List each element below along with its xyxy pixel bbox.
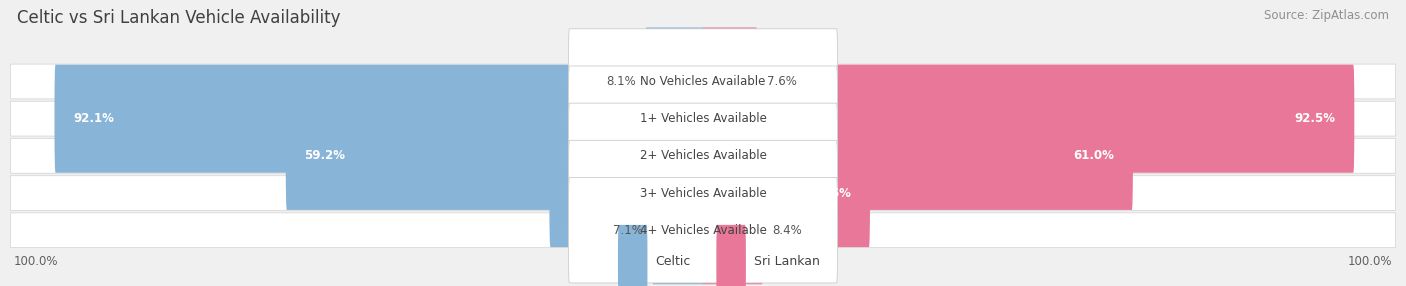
FancyBboxPatch shape xyxy=(702,27,758,136)
Text: 92.1%: 92.1% xyxy=(73,112,114,125)
Text: Sri Lankan: Sri Lankan xyxy=(754,255,820,268)
FancyBboxPatch shape xyxy=(619,225,648,286)
Text: 8.1%: 8.1% xyxy=(606,75,636,88)
FancyBboxPatch shape xyxy=(702,65,1354,173)
Text: 23.6%: 23.6% xyxy=(810,186,852,200)
Text: 4+ Vehicles Available: 4+ Vehicles Available xyxy=(640,224,766,237)
Text: 92.5%: 92.5% xyxy=(1295,112,1336,125)
Text: 59.2%: 59.2% xyxy=(304,149,346,162)
FancyBboxPatch shape xyxy=(702,176,763,284)
Text: Celtic vs Sri Lankan Vehicle Availability: Celtic vs Sri Lankan Vehicle Availabilit… xyxy=(17,9,340,27)
FancyBboxPatch shape xyxy=(550,139,704,247)
FancyBboxPatch shape xyxy=(568,140,838,246)
FancyBboxPatch shape xyxy=(568,178,838,283)
Text: 100.0%: 100.0% xyxy=(1347,255,1392,268)
Text: 3+ Vehicles Available: 3+ Vehicles Available xyxy=(640,186,766,200)
Text: Source: ZipAtlas.com: Source: ZipAtlas.com xyxy=(1264,9,1389,21)
FancyBboxPatch shape xyxy=(10,64,1396,99)
FancyBboxPatch shape xyxy=(10,138,1396,173)
FancyBboxPatch shape xyxy=(702,139,870,247)
Text: Celtic: Celtic xyxy=(655,255,690,268)
Text: 61.0%: 61.0% xyxy=(1073,149,1115,162)
FancyBboxPatch shape xyxy=(568,103,838,208)
FancyBboxPatch shape xyxy=(652,176,704,284)
FancyBboxPatch shape xyxy=(645,27,704,136)
Text: 100.0%: 100.0% xyxy=(14,255,59,268)
Text: 1+ Vehicles Available: 1+ Vehicles Available xyxy=(640,112,766,125)
FancyBboxPatch shape xyxy=(568,66,838,171)
Text: 7.6%: 7.6% xyxy=(768,75,797,88)
Text: No Vehicles Available: No Vehicles Available xyxy=(640,75,766,88)
FancyBboxPatch shape xyxy=(10,101,1396,136)
FancyBboxPatch shape xyxy=(702,102,1133,210)
Text: 2+ Vehicles Available: 2+ Vehicles Available xyxy=(640,149,766,162)
FancyBboxPatch shape xyxy=(10,213,1396,248)
Text: 7.1%: 7.1% xyxy=(613,224,643,237)
FancyBboxPatch shape xyxy=(568,29,838,134)
FancyBboxPatch shape xyxy=(10,176,1396,210)
FancyBboxPatch shape xyxy=(717,225,747,286)
Text: 21.7%: 21.7% xyxy=(568,186,609,200)
Text: 8.4%: 8.4% xyxy=(773,224,803,237)
FancyBboxPatch shape xyxy=(285,102,704,210)
FancyBboxPatch shape xyxy=(55,65,704,173)
